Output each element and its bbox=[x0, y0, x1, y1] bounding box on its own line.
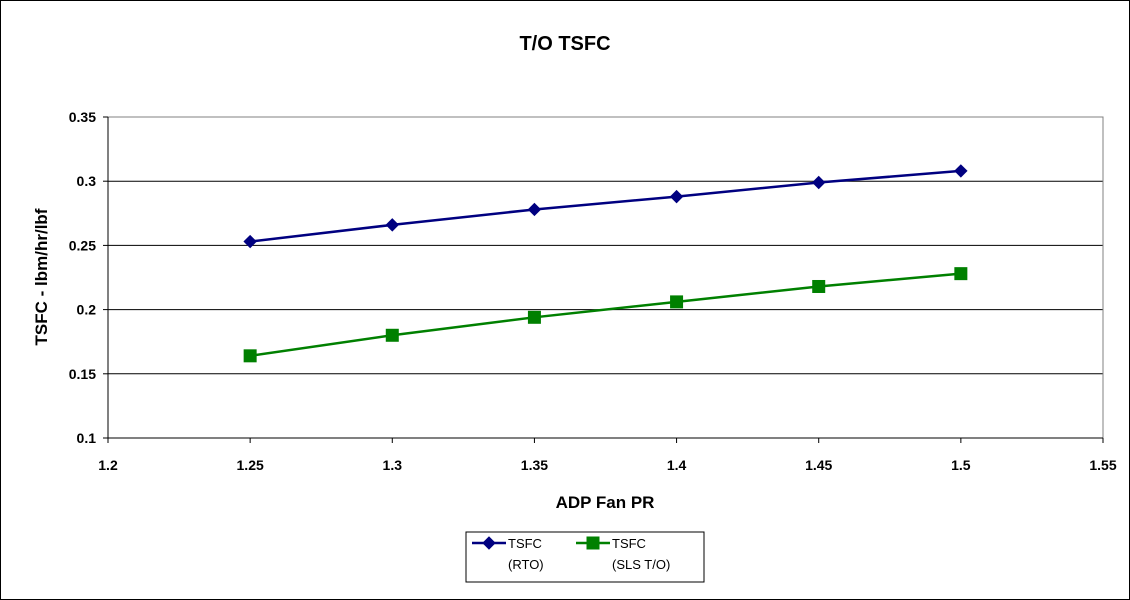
data-point bbox=[385, 218, 399, 232]
series-line bbox=[249, 272, 961, 358]
y-tick-label: 0.35 bbox=[69, 109, 96, 125]
plot-area bbox=[107, 116, 1104, 439]
x-tick-label: 1.25 bbox=[237, 457, 264, 473]
series-1 bbox=[243, 267, 968, 363]
y-tick-label: 0.25 bbox=[69, 237, 96, 253]
data-point bbox=[527, 310, 541, 324]
chart-title: T/O TSFC bbox=[519, 33, 610, 55]
data-point bbox=[669, 189, 684, 204]
x-tick-label: 1.35 bbox=[521, 457, 548, 473]
y-tick-label: 0.2 bbox=[77, 302, 97, 318]
legend-box bbox=[465, 531, 705, 583]
x-tick-label: 1.2 bbox=[98, 457, 118, 473]
series-layer bbox=[243, 164, 968, 363]
legend-label-sub: (SLS T/O) bbox=[612, 557, 670, 572]
y-tick-label: 0.15 bbox=[69, 366, 96, 382]
legend-label-sub: (RTO) bbox=[508, 557, 544, 572]
y-tick-label: 0.3 bbox=[77, 173, 97, 189]
data-point bbox=[954, 164, 968, 178]
y-axis-title: TSFC - lbm/hr/lbf bbox=[32, 208, 51, 345]
legend-label: TSFC bbox=[612, 536, 646, 551]
data-point bbox=[812, 175, 826, 190]
series-0 bbox=[243, 164, 968, 249]
series-line bbox=[249, 169, 961, 243]
y-tick-label: 0.1 bbox=[77, 430, 97, 446]
data-point bbox=[670, 295, 684, 309]
legend-marker bbox=[482, 536, 496, 550]
x-axis-title: ADP Fan PR bbox=[556, 493, 655, 512]
x-tick-label: 1.3 bbox=[383, 457, 403, 473]
data-point bbox=[243, 349, 257, 363]
grid-layer bbox=[108, 116, 1103, 375]
axes-layer: 0.1 0.15 0.2 0.25 0.3 0.35 1.2 1.25 1.3 1.35 1.4 1.… bbox=[69, 109, 1117, 473]
x-tick-label: 1.45 bbox=[805, 457, 832, 473]
data-point bbox=[243, 234, 257, 249]
data-point bbox=[385, 328, 399, 342]
x-tick-label: 1.55 bbox=[1089, 457, 1116, 473]
x-tick-label: 1.5 bbox=[951, 457, 971, 473]
data-point bbox=[954, 267, 968, 281]
legend: TSFC (RTO) TSFC (SLS T/O) bbox=[465, 531, 705, 583]
data-point bbox=[812, 279, 826, 293]
legend-marker bbox=[586, 536, 600, 550]
data-point bbox=[527, 202, 542, 217]
x-tick-label: 1.4 bbox=[667, 457, 687, 473]
legend-label: TSFC bbox=[508, 536, 542, 551]
